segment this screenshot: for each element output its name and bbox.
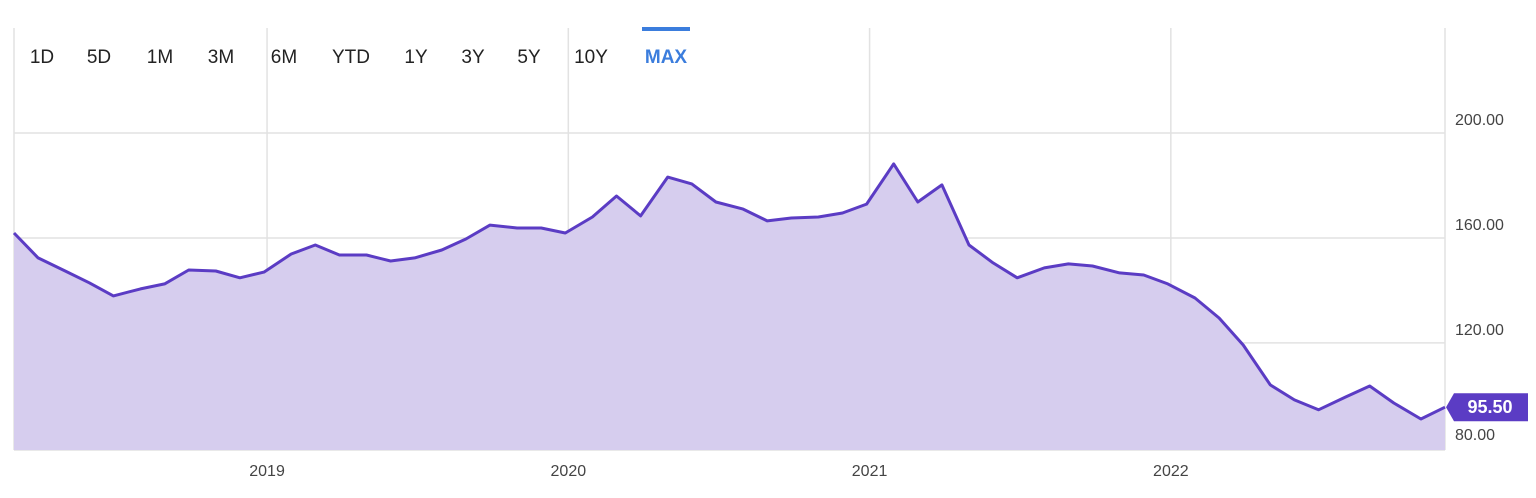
x-tick-label: 2021 (852, 463, 888, 480)
range-button[interactable]: 1M (147, 47, 173, 68)
range-button[interactable]: 10Y (574, 47, 608, 68)
range-button[interactable]: YTD (332, 47, 370, 68)
y-tick-label: 120.00 (1455, 322, 1504, 339)
range-button[interactable]: 5Y (517, 47, 541, 68)
range-button[interactable]: 3Y (461, 47, 485, 68)
last-value-badge (1446, 393, 1528, 422)
x-tick-label: 2022 (1153, 463, 1189, 480)
range-button[interactable]: 1D (30, 47, 54, 68)
x-tick-label: 2020 (551, 463, 587, 480)
range-button[interactable]: 1Y (404, 47, 428, 68)
price-line (12, 162, 1446, 421)
range-button[interactable]: 3M (208, 47, 234, 68)
area-fill (14, 163, 1445, 450)
last-value-label: 95.50 (1467, 397, 1512, 417)
range-button[interactable]: MAX (645, 47, 688, 68)
y-tick-label: 80.00 (1455, 427, 1495, 444)
range-button[interactable]: 5D (87, 47, 111, 68)
range-button[interactable]: 6M (271, 47, 297, 68)
selected-indicator (642, 27, 690, 31)
x-tick-label: 2019 (249, 463, 285, 480)
y-tick-label: 160.00 (1455, 217, 1504, 234)
y-tick-label: 200.00 (1455, 112, 1504, 129)
